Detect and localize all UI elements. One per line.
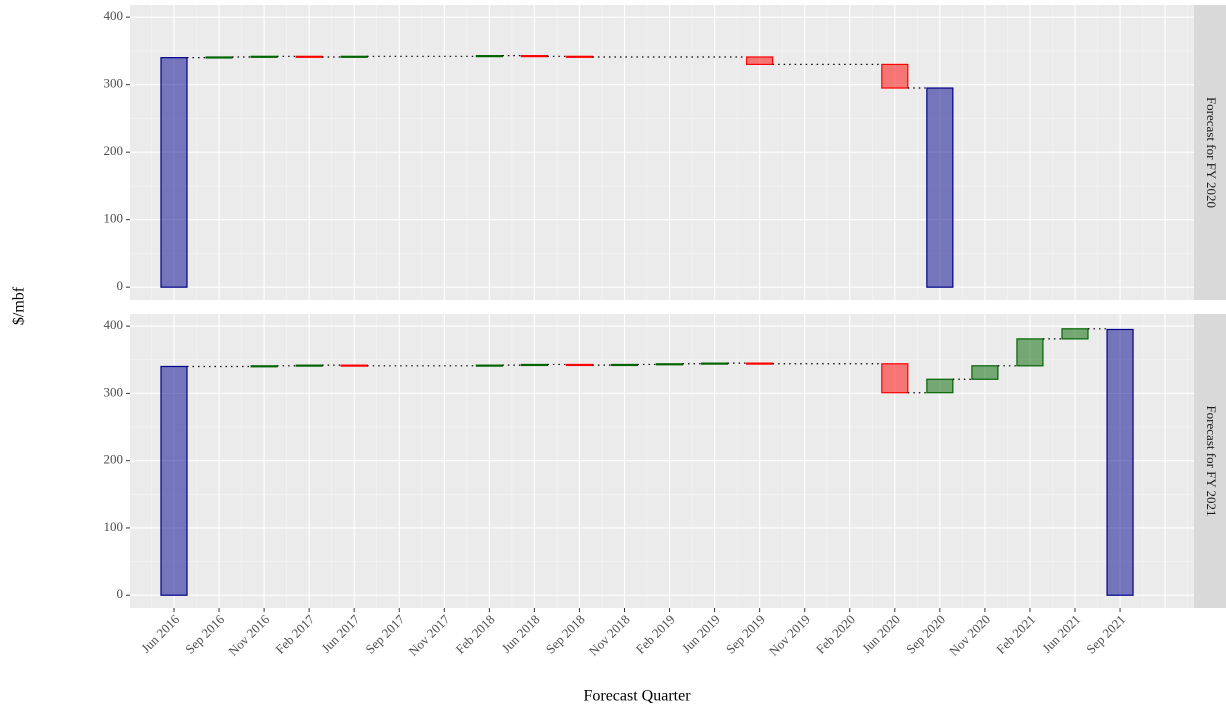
- y-axis-title: $/mbf: [11, 286, 28, 325]
- x-tick-label: Sep 2021: [1083, 612, 1128, 657]
- bar: [655, 363, 684, 366]
- strip-background: [1194, 5, 1226, 300]
- x-tick-label: Sep 2019: [723, 612, 768, 657]
- x-tick-label: Jun 2020: [859, 612, 903, 656]
- bar: [565, 55, 594, 58]
- bar: [971, 365, 999, 380]
- bar: [340, 364, 368, 367]
- x-tick-label: Jun 2018: [499, 612, 543, 656]
- bar: [340, 55, 368, 58]
- bar: [610, 363, 639, 367]
- y-tick-label: 200: [104, 452, 124, 467]
- y-tick-label: 400: [104, 317, 124, 332]
- y-tick-label: 0: [117, 586, 124, 601]
- bar: [700, 362, 729, 365]
- x-tick-label: Feb 2021: [993, 612, 1038, 657]
- x-tick-label: Feb 2019: [633, 612, 678, 657]
- x-tick-label: Sep 2020: [903, 612, 948, 657]
- bar: [881, 63, 909, 89]
- strip-label: Forecast for FY 2021: [1204, 405, 1219, 516]
- y-tick-label: 300: [104, 76, 124, 91]
- x-axis-title: Forecast Quarter: [583, 688, 691, 705]
- bar: [160, 365, 188, 596]
- bar: [250, 55, 278, 58]
- bar: [205, 56, 233, 59]
- y-tick-label: 100: [104, 211, 124, 226]
- y-tick-label: 100: [104, 519, 124, 534]
- bar: [1061, 328, 1089, 340]
- x-tick-label: Feb 2018: [453, 612, 498, 657]
- x-tick-label: Jun 2016: [138, 611, 182, 655]
- bar: [746, 56, 774, 66]
- bar: [475, 55, 503, 58]
- bar: [926, 87, 954, 288]
- y-tick-label: 0: [117, 278, 124, 293]
- x-tick-label: Nov 2017: [405, 611, 452, 658]
- x-tick-label: Nov 2018: [586, 612, 633, 659]
- bar: [295, 364, 323, 367]
- bar: [520, 363, 549, 367]
- x-tick-label: Nov 2020: [946, 612, 993, 659]
- y-tick-label: 200: [104, 143, 124, 158]
- x-tick-label: Sep 2017: [362, 611, 407, 656]
- x-tick-label: Jun 2019: [679, 612, 723, 656]
- bar: [565, 363, 594, 367]
- bar: [250, 365, 278, 368]
- bar: [295, 55, 323, 58]
- x-tick-label: Sep 2018: [543, 612, 588, 657]
- bar: [746, 362, 774, 365]
- x-tick-label: Feb 2017: [272, 611, 317, 656]
- bar: [1016, 338, 1044, 367]
- y-tick-label: 300: [104, 384, 124, 399]
- bar: [520, 55, 549, 58]
- strip-background: [1194, 314, 1226, 608]
- y-tick-label: 400: [104, 8, 124, 23]
- x-tick-label: Jun 2017: [318, 611, 362, 655]
- x-tick-label: Feb 2020: [813, 612, 858, 657]
- bar: [1106, 328, 1134, 596]
- x-tick-label: Nov 2019: [766, 612, 813, 659]
- strip-label: Forecast for FY 2020: [1204, 97, 1219, 208]
- x-tick-label: Nov 2016: [225, 611, 272, 658]
- bar: [160, 57, 188, 288]
- bar: [926, 378, 954, 394]
- bar: [881, 363, 909, 394]
- x-tick-label: Sep 2016: [182, 611, 227, 656]
- bar: [475, 364, 503, 367]
- x-tick-label: Jun 2021: [1039, 612, 1083, 656]
